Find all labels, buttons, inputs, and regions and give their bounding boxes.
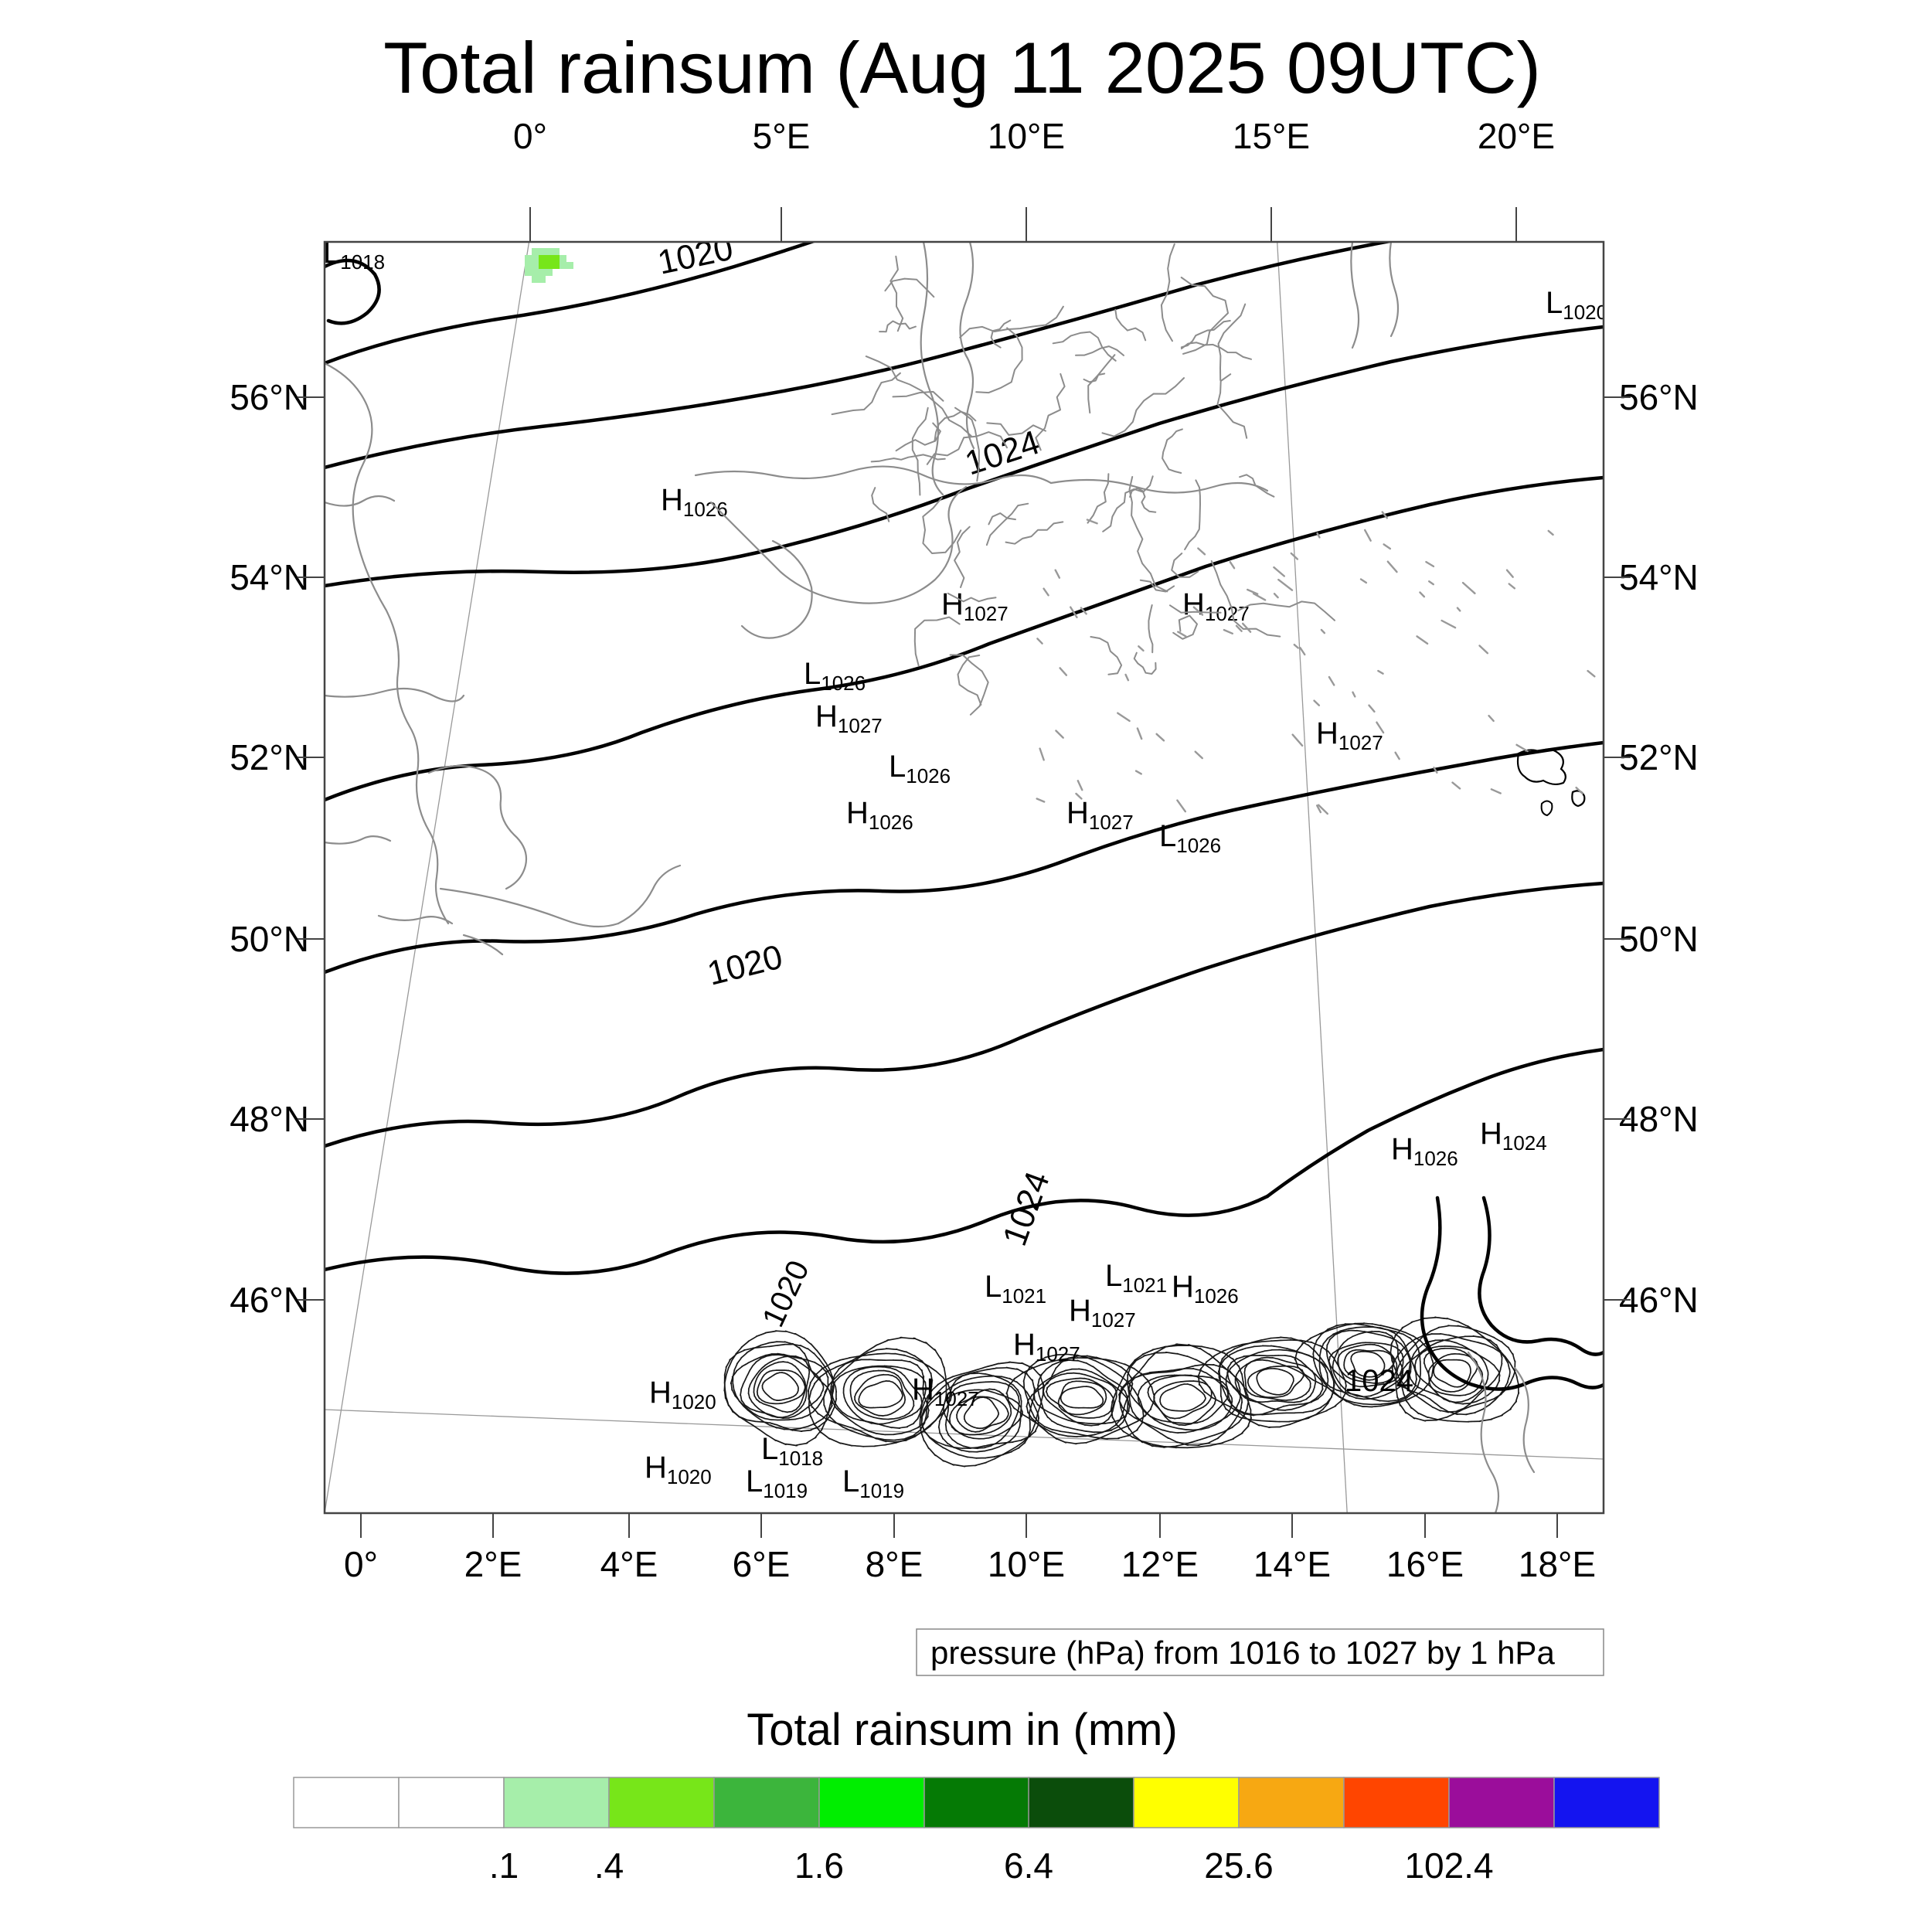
svg-text:1020: 1020 (655, 229, 736, 281)
svg-text:10°E: 10°E (988, 1544, 1065, 1584)
svg-text:.4: .4 (594, 1845, 624, 1886)
svg-text:L1018: L1018 (761, 1432, 823, 1470)
svg-text:14°E: 14°E (1253, 1544, 1331, 1584)
svg-text:56°N: 56°N (230, 377, 309, 417)
svg-text:20°E: 20°E (1478, 116, 1555, 156)
svg-text:H1027: H1027 (1316, 716, 1383, 754)
svg-text:12°E: 12°E (1121, 1544, 1199, 1584)
svg-text:25.6: 25.6 (1204, 1845, 1274, 1886)
svg-text:H1027: H1027 (815, 699, 883, 737)
svg-text:L1019: L1019 (842, 1464, 904, 1502)
svg-text:6°E: 6°E (733, 1544, 791, 1584)
svg-text:52°N: 52°N (230, 737, 309, 777)
svg-text:52°N: 52°N (1619, 737, 1699, 777)
svg-text:1024: 1024 (961, 423, 1044, 483)
svg-text:.1: .1 (489, 1845, 519, 1886)
svg-text:L1021: L1021 (1105, 1259, 1167, 1297)
svg-text:1024: 1024 (995, 1167, 1057, 1251)
svg-text:2°E: 2°E (464, 1544, 522, 1584)
svg-text:L1021: L1021 (985, 1270, 1046, 1308)
svg-text:L1020: L1020 (1546, 286, 1607, 324)
svg-text:16°E: 16°E (1386, 1544, 1464, 1584)
svg-text:0°: 0° (513, 116, 547, 156)
svg-text:H1027: H1027 (1013, 1328, 1080, 1366)
svg-text:10°E: 10°E (988, 116, 1065, 156)
svg-text:1024: 1024 (1345, 1364, 1413, 1398)
svg-text:H1020: H1020 (649, 1376, 716, 1413)
svg-text:4°E: 4°E (600, 1544, 658, 1584)
svg-text:54°N: 54°N (1619, 557, 1699, 597)
svg-text:H1026: H1026 (1391, 1132, 1458, 1170)
svg-text:L1026: L1026 (889, 750, 951, 787)
svg-text:H1027: H1027 (1066, 796, 1134, 834)
svg-text:5°E: 5°E (753, 116, 811, 156)
svg-text:1.6: 1.6 (794, 1845, 844, 1886)
svg-text:50°N: 50°N (230, 919, 309, 959)
svg-text:L1026: L1026 (804, 657, 866, 695)
svg-text:L1019: L1019 (746, 1464, 808, 1502)
svg-text:56°N: 56°N (1619, 377, 1699, 417)
svg-text:H1026: H1026 (846, 796, 913, 834)
svg-text:0°: 0° (344, 1544, 378, 1584)
svg-text:Total rainsum in (mm): Total rainsum in (mm) (747, 1705, 1178, 1755)
svg-text:pressure (hPa) from 1016 to 10: pressure (hPa) from 1016 to 1027 by 1 hP… (930, 1634, 1555, 1671)
svg-text:46°N: 46°N (230, 1280, 309, 1320)
svg-text:H1024: H1024 (1480, 1117, 1547, 1155)
svg-text:H1026: H1026 (661, 483, 728, 521)
svg-text:15°E: 15°E (1233, 116, 1310, 156)
svg-text:Total rainsum (Aug 11 2025 09U: Total rainsum (Aug 11 2025 09UTC) (383, 27, 1541, 108)
svg-text:48°N: 48°N (1619, 1099, 1699, 1139)
svg-text:54°N: 54°N (230, 557, 309, 597)
svg-text:48°N: 48°N (230, 1099, 309, 1139)
svg-text:1020: 1020 (756, 1256, 815, 1332)
svg-text:H1020: H1020 (645, 1451, 712, 1488)
svg-text:H1026: H1026 (1172, 1270, 1239, 1308)
svg-text:18°E: 18°E (1519, 1544, 1596, 1584)
svg-text:H1027: H1027 (1069, 1294, 1136, 1332)
svg-text:6.4: 6.4 (1004, 1845, 1053, 1886)
svg-text:8°E: 8°E (866, 1544, 923, 1584)
svg-text:50°N: 50°N (1619, 919, 1699, 959)
svg-text:1020: 1020 (704, 937, 787, 992)
svg-text:46°N: 46°N (1619, 1280, 1699, 1320)
svg-text:L1026: L1026 (1159, 819, 1221, 857)
svg-text:102.4: 102.4 (1404, 1845, 1493, 1886)
